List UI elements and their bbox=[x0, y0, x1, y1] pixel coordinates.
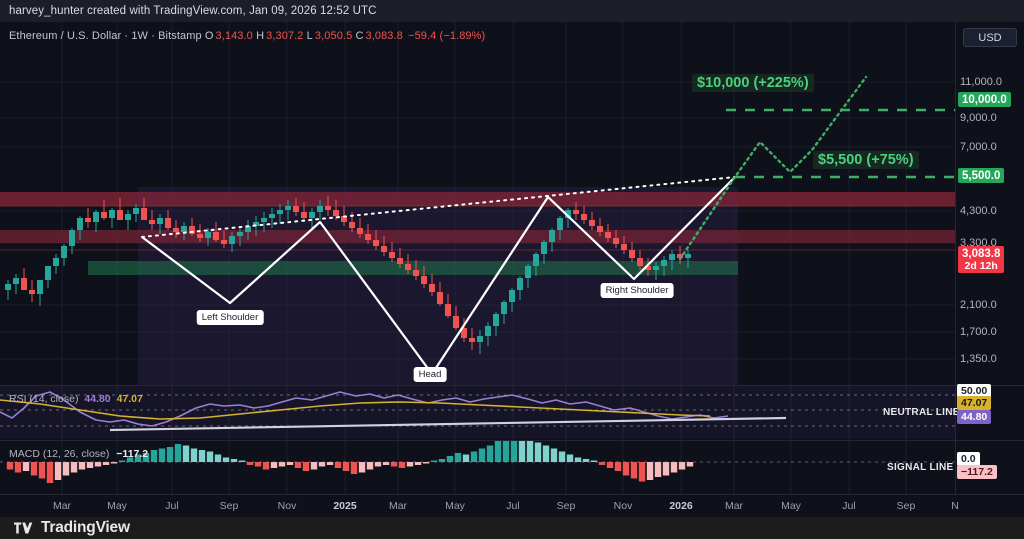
price-badge-100000: 10,000.0 bbox=[958, 92, 1011, 107]
macd-legend-value: −117.2 bbox=[116, 448, 149, 460]
time-tick-2025: 2025 bbox=[333, 500, 357, 512]
legend-high-value: 3,307.2 bbox=[266, 30, 304, 42]
time-tick-mar: Mar bbox=[52, 500, 72, 512]
attribution-bar: harvey_hunter created with TradingView.c… bbox=[0, 0, 1024, 22]
price-tick-70000: 7,000.0 bbox=[960, 141, 997, 153]
rsi-neutral-line-label: NEUTRAL LINE bbox=[883, 407, 960, 418]
rsi-badge-neutral: 50.00 bbox=[957, 384, 992, 398]
macd-badge-value: −117.2 bbox=[957, 465, 997, 479]
legend-symbol[interactable]: Ethereum / U.S. Dollar · 1W · Bitstamp bbox=[9, 30, 202, 42]
price-tick-21000: 2,100.0 bbox=[960, 299, 997, 311]
rsi-legend-value-yellow: 47.07 bbox=[116, 393, 143, 405]
time-tick-jul: Jul bbox=[506, 500, 520, 512]
tradingview-brand: TradingView bbox=[41, 519, 130, 536]
rsi-legend-value-purple: 44.80 bbox=[84, 393, 111, 405]
rsi-pane-divider bbox=[0, 385, 1024, 386]
time-tick-nov: Nov bbox=[277, 500, 297, 512]
currency-button[interactable]: USD bbox=[963, 28, 1017, 47]
price-tick-13500: 1,350.0 bbox=[960, 353, 997, 365]
macd-signal-line-label: SIGNAL LINE bbox=[887, 462, 954, 473]
time-tick-jul: Jul bbox=[165, 500, 179, 512]
macd-pane[interactable] bbox=[0, 441, 955, 494]
price-badge-55000: 5,500.0 bbox=[958, 168, 1005, 183]
time-tick-may: May bbox=[445, 500, 465, 512]
price-badge-countdown: 2d 12h bbox=[964, 259, 998, 272]
tradingview-logo-icon bbox=[14, 522, 33, 534]
time-tick-jul: Jul bbox=[842, 500, 856, 512]
time-tick-sep: Sep bbox=[219, 500, 239, 512]
macd-canvas bbox=[0, 441, 955, 494]
time-tick-may: May bbox=[107, 500, 127, 512]
price-tick-110000: 11,000.0 bbox=[960, 76, 1003, 88]
time-scale[interactable]: Mar May Jul Sep Nov 2025 Mar May Jul Sep Nov 2026 Ma… bbox=[0, 494, 1024, 517]
time-tick-nov: Nov bbox=[613, 500, 633, 512]
label-target-10000: $10,000 (+225%) bbox=[692, 74, 814, 92]
legend-change: −59.4 (−1.89%) bbox=[408, 30, 486, 42]
macd-legend: MACD (12, 26, close) −117.2 bbox=[9, 448, 148, 460]
price-badge-30838: 3,083.8 2d 12h bbox=[958, 246, 1005, 273]
time-tick-n: N bbox=[951, 500, 959, 512]
label-left-shoulder: Left Shoulder bbox=[196, 310, 264, 325]
footer-bar: TradingView bbox=[0, 517, 1024, 539]
macd-badge-zero: 0.0 bbox=[957, 452, 980, 466]
label-head: Head bbox=[413, 367, 447, 382]
macd-legend-name[interactable]: MACD (12, 26, close) bbox=[9, 448, 110, 460]
rsi-legend: RSI (14, close) 44.80 47.07 bbox=[9, 393, 143, 405]
rsi-badge-yellow: 47.07 bbox=[957, 396, 992, 410]
legend-close-label: C bbox=[355, 30, 364, 42]
macd-pane-divider bbox=[0, 440, 1024, 441]
legend-high-label: H bbox=[256, 30, 265, 42]
chart-frame: Ethereum / U.S. Dollar · 1W · Bitstamp O… bbox=[0, 22, 1024, 494]
rsi-pane[interactable] bbox=[0, 386, 955, 439]
attribution-text: harvey_hunter created with TradingView.c… bbox=[9, 5, 377, 17]
time-tick-sep: Sep bbox=[896, 500, 916, 512]
rsi-canvas bbox=[0, 386, 955, 439]
legend-close-value: 3,083.8 bbox=[365, 30, 403, 42]
rsi-badge-purple: 44.80 bbox=[957, 410, 992, 424]
price-tick-43000: 4,300.0 bbox=[960, 205, 997, 217]
time-tick-mar: Mar bbox=[388, 500, 408, 512]
label-right-shoulder: Right Shoulder bbox=[600, 283, 674, 298]
chart-legend: Ethereum / U.S. Dollar · 1W · Bitstamp O… bbox=[9, 30, 485, 42]
time-tick-2026: 2026 bbox=[669, 500, 693, 512]
time-tick-mar: Mar bbox=[724, 500, 744, 512]
price-tick-90000: 9,000.0 bbox=[960, 112, 997, 124]
rsi-legend-name[interactable]: RSI (14, close) bbox=[9, 393, 79, 405]
time-tick-may: May bbox=[781, 500, 801, 512]
legend-open-value: 3,143.0 bbox=[215, 30, 253, 42]
price-tick-17000: 1,700.0 bbox=[960, 326, 997, 338]
legend-low-label: L bbox=[306, 30, 313, 42]
legend-open-label: O bbox=[204, 30, 214, 42]
label-target-5500: $5,500 (+75%) bbox=[813, 151, 919, 169]
legend-low-value: 3,050.5 bbox=[314, 30, 353, 42]
time-tick-sep: Sep bbox=[556, 500, 576, 512]
